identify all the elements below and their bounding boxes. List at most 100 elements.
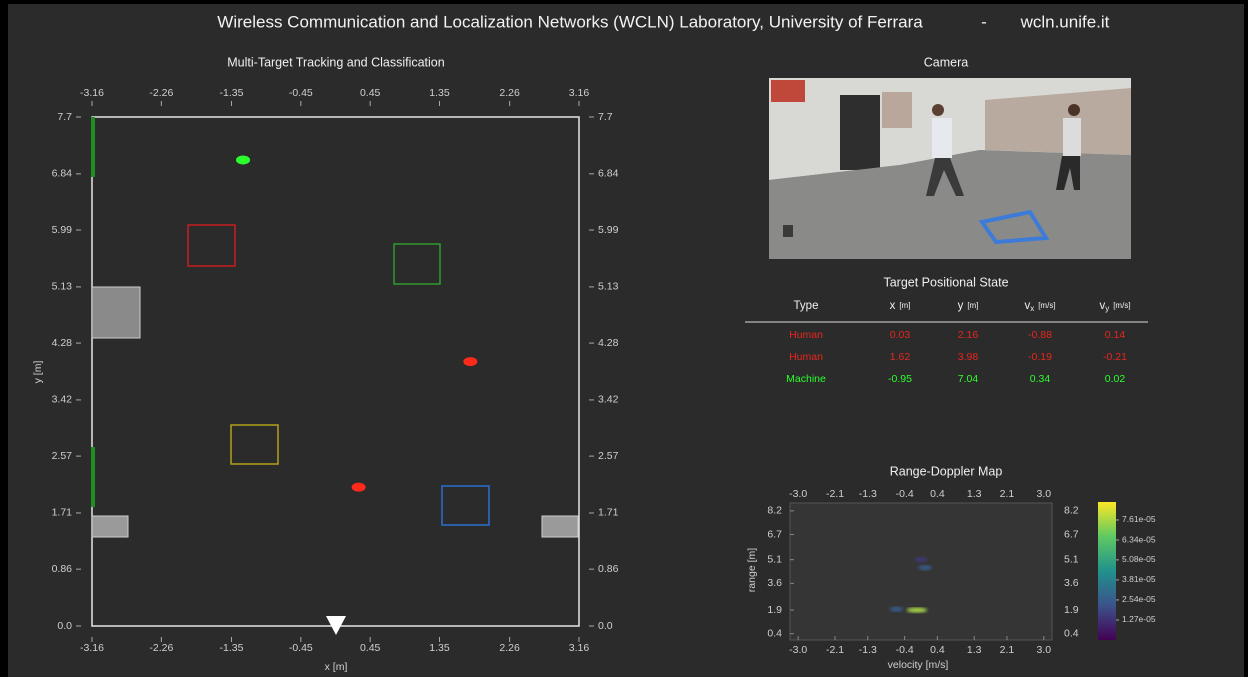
column-header: y [m] — [958, 300, 979, 312]
x-tick-label: 3.16 — [569, 642, 590, 654]
rd-x-tick-label: 2.1 — [1000, 488, 1015, 500]
table-cell: 2.16 — [958, 329, 979, 341]
x-tick-label: -3.16 — [80, 87, 104, 99]
rd-peak — [914, 557, 928, 563]
y-tick-label: 1.71 — [598, 507, 619, 519]
table-cell: 0.02 — [1105, 373, 1126, 385]
header-label: Type — [794, 300, 819, 312]
rd-x-tick-label: 3.0 — [1037, 488, 1052, 500]
x-axis-label: x [m] — [325, 661, 348, 673]
rd-x-tick-label: 2.1 — [1000, 644, 1015, 656]
rd-y-tick-label: 8.2 — [767, 505, 782, 517]
rd-x-tick-label: -3.0 — [789, 488, 807, 500]
rd-x-tick-label: -3.0 — [789, 644, 807, 656]
rd-x-tick-label: 1.3 — [967, 644, 982, 656]
x-tick-label: -0.45 — [289, 87, 313, 99]
target — [236, 155, 251, 165]
colorbar-tick-label: 3.81e-05 — [1122, 574, 1156, 584]
rd-peak — [918, 565, 932, 571]
y-tick-label: 0.86 — [598, 563, 619, 575]
tracking-title: Multi-Target Tracking and Classification — [227, 55, 444, 69]
y-tick-label: 3.42 — [52, 394, 73, 406]
rd-x-tick-label: -2.1 — [826, 488, 844, 500]
x-tick-label: 2.26 — [499, 87, 520, 99]
y-tick-label: 6.84 — [52, 168, 73, 180]
rd-peak — [906, 607, 928, 613]
rd-x-tick-label: -1.3 — [859, 644, 877, 656]
y-tick-label: 5.13 — [52, 281, 73, 293]
rd-x-tick-label: -0.4 — [896, 644, 914, 656]
table-cell: -0.95 — [888, 373, 912, 385]
x-tick-label: 3.16 — [569, 87, 590, 99]
rd-y-tick-label: 5.1 — [767, 553, 782, 565]
obstacle — [91, 286, 141, 339]
colorbar-tick-label: 7.61e-05 — [1122, 514, 1156, 524]
header-label: v — [1099, 300, 1105, 312]
column-header: x [m] — [890, 300, 911, 312]
y-tick-label: 6.84 — [598, 168, 619, 180]
camera-title: Camera — [924, 55, 969, 69]
y-tick-label: 1.71 — [52, 507, 73, 519]
x-tick-label: -2.26 — [149, 642, 173, 654]
column-header: vx [m/s] — [1024, 300, 1055, 313]
table-title: Target Positional State — [883, 275, 1008, 289]
zone — [393, 243, 441, 285]
zone — [187, 224, 236, 267]
zone — [441, 485, 490, 526]
x-tick-label: 2.26 — [499, 642, 520, 654]
header-label: x — [890, 300, 896, 312]
rd-y-tick-label: 5.1 — [1064, 553, 1079, 565]
y-tick-label: 2.57 — [598, 450, 619, 462]
obstacle — [91, 515, 129, 538]
header-label: y — [958, 300, 964, 312]
table-cell: 1.62 — [890, 351, 911, 363]
header-separator: - — [981, 12, 987, 31]
x-tick-label: 1.35 — [429, 642, 450, 654]
y-tick-label: 4.28 — [52, 337, 73, 349]
rd-plot-area — [789, 502, 1053, 641]
y-tick-label: 7.7 — [57, 111, 72, 123]
camera-view — [769, 78, 1131, 259]
header-subscript: x — [1030, 304, 1034, 313]
rd-title: Range-Doppler Map — [890, 464, 1003, 478]
rd-x-tick-label: -2.1 — [826, 644, 844, 656]
rd-y-tick-label: 6.7 — [767, 528, 782, 540]
column-header: Type — [794, 300, 819, 312]
wall-segment — [91, 117, 95, 177]
table-cell: 7.04 — [958, 373, 979, 385]
x-tick-label: -0.45 — [289, 642, 313, 654]
y-tick-label: 5.99 — [52, 224, 73, 236]
table-cell: -0.21 — [1103, 351, 1127, 363]
y-tick-label: 7.7 — [598, 111, 613, 123]
colorbar-tick-label: 1.27e-05 — [1122, 614, 1156, 624]
zone — [230, 424, 279, 465]
y-axis-label: y [m] — [32, 361, 44, 384]
column-header: vy [m/s] — [1099, 300, 1130, 313]
rd-x-tick-label: -1.3 — [859, 488, 877, 500]
table-cell: Machine — [786, 373, 826, 385]
target — [351, 482, 366, 492]
table-cell: 0.03 — [890, 329, 911, 341]
y-tick-label: 3.42 — [598, 394, 619, 406]
target — [463, 357, 478, 367]
rd-x-tick-label: 0.4 — [930, 644, 945, 656]
table-cell: Human — [789, 329, 823, 341]
table-cell: -0.88 — [1028, 329, 1052, 341]
table-cell: -0.19 — [1028, 351, 1052, 363]
wall-segment — [91, 447, 95, 507]
header-unit: [m/s] — [1113, 301, 1130, 310]
rd-x-tick-label: -0.4 — [896, 488, 914, 500]
rd-y-tick-label: 3.6 — [767, 577, 782, 589]
x-tick-label: 0.45 — [360, 87, 381, 99]
y-tick-label: 0.86 — [52, 563, 73, 575]
table-cell: Human — [789, 351, 823, 363]
rd-y-tick-label: 6.7 — [1064, 528, 1079, 540]
obstacle — [541, 515, 579, 538]
y-tick-label: 5.13 — [598, 281, 619, 293]
x-tick-label: 1.35 — [429, 87, 450, 99]
rd-y-axis-label: range [m] — [746, 548, 758, 592]
radar — [326, 616, 346, 635]
header-label: v — [1024, 300, 1030, 312]
